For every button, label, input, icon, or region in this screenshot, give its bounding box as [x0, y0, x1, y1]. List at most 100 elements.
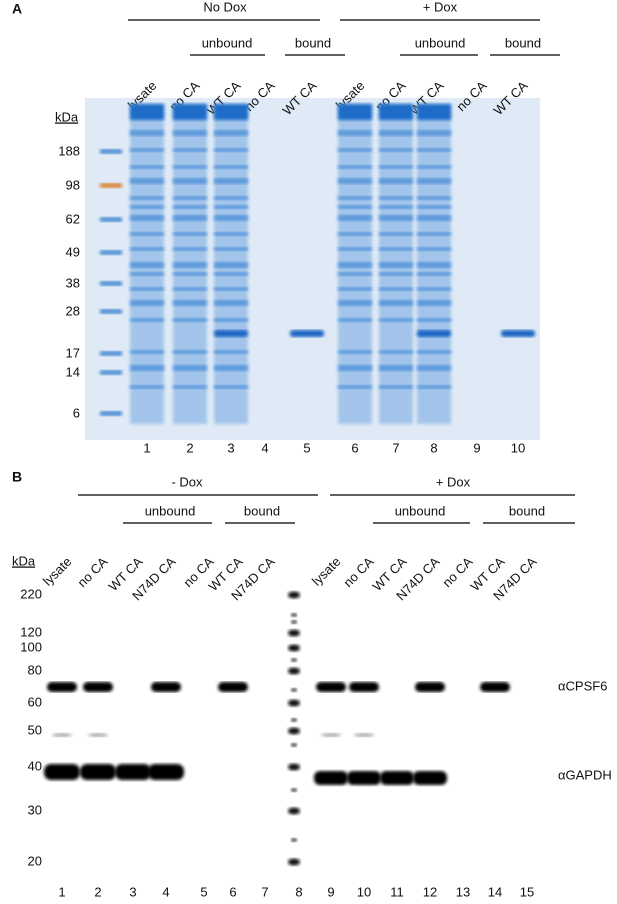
- marker-label: 50: [28, 722, 42, 737]
- lane-band: [417, 272, 451, 276]
- lane-band: [214, 262, 248, 268]
- lane-band: [173, 247, 207, 251]
- lane-band: [214, 247, 248, 251]
- gapdh-band: [380, 771, 414, 785]
- lane-band: [417, 287, 451, 291]
- lane-number: 3: [129, 884, 136, 899]
- lane-band: [417, 318, 451, 322]
- lane-band: [338, 232, 372, 236]
- lane-band: [379, 165, 413, 169]
- lane-band: [173, 205, 207, 209]
- ladder-band: [100, 217, 122, 222]
- lane-band: [417, 232, 451, 236]
- cpsf6-band: [349, 682, 379, 692]
- lane-top: [173, 104, 207, 120]
- lane-band: [379, 148, 413, 152]
- subgroup-label: bound: [505, 35, 541, 50]
- ladder-band: [288, 807, 300, 815]
- marker-label: 80: [28, 662, 42, 677]
- ladder-band: [288, 629, 300, 637]
- lane-number: 9: [327, 884, 334, 899]
- lane-number: 15: [520, 884, 534, 899]
- lane-band: [173, 232, 207, 236]
- lane-number: 9: [473, 440, 480, 455]
- lane-band: [173, 130, 207, 136]
- lane-band: [379, 205, 413, 209]
- panel-label: A: [12, 1, 22, 17]
- gapdh-band: [148, 764, 184, 780]
- lane-band: [214, 318, 248, 322]
- lane-band: [338, 165, 372, 169]
- lane-band: [338, 215, 372, 221]
- ladder-band: [100, 250, 122, 255]
- lane-band: [130, 318, 164, 322]
- ladder-band: [288, 644, 300, 652]
- lane-band: [173, 385, 207, 389]
- group-label: + Dox: [423, 0, 458, 14]
- lane-band: [173, 262, 207, 268]
- cpsf6-band: [47, 682, 77, 692]
- lane-band: [338, 318, 372, 322]
- lane-band: [173, 300, 207, 306]
- marker-label: 28: [66, 303, 80, 318]
- lane-number: 1: [143, 440, 150, 455]
- lane-band: [173, 272, 207, 276]
- lane-band: [173, 196, 207, 200]
- lane-band: [379, 365, 413, 371]
- lane-band: [214, 215, 248, 221]
- lane-band: [417, 196, 451, 200]
- marker-label: 188: [58, 143, 80, 158]
- lane-band: [338, 196, 372, 200]
- faint-band: [52, 733, 72, 737]
- lane-top: [417, 104, 451, 120]
- lane-band: [379, 178, 413, 184]
- ladder-spot: [291, 658, 297, 662]
- lane-number: 11: [390, 884, 404, 899]
- lane-band: [130, 165, 164, 169]
- lane-band: [379, 318, 413, 322]
- kda-label: kDa: [55, 109, 79, 124]
- lane-band: [417, 130, 451, 136]
- gapdh-band: [413, 771, 447, 785]
- subgroup-label: unbound: [395, 503, 446, 518]
- marker-label: 38: [66, 275, 80, 290]
- antibody-label: αGAPDH: [558, 767, 612, 782]
- cpsf6-band: [151, 682, 181, 692]
- marker-label: 14: [66, 364, 80, 379]
- lane-band: [130, 215, 164, 221]
- group-label: + Dox: [436, 474, 471, 489]
- ca-band: [501, 330, 535, 337]
- gapdh-band: [80, 764, 116, 780]
- lane-band: [130, 262, 164, 268]
- lane-band: [338, 300, 372, 306]
- marker-label: 40: [28, 758, 42, 773]
- ladder-band: [100, 309, 122, 314]
- lane-band: [214, 196, 248, 200]
- panel-label: B: [12, 469, 22, 485]
- lane-band: [417, 247, 451, 251]
- ladder-band: [100, 183, 122, 188]
- lane-band: [379, 130, 413, 136]
- lane-band: [173, 178, 207, 184]
- lane-band: [130, 205, 164, 209]
- lane-band: [417, 262, 451, 268]
- ladder-spot: [291, 788, 297, 792]
- ladder-spot: [291, 620, 297, 624]
- lane-band: [173, 318, 207, 322]
- lane-band: [214, 300, 248, 306]
- gapdh-band: [44, 764, 80, 780]
- lane-band: [379, 262, 413, 268]
- lane-number: 5: [200, 884, 207, 899]
- lane-number: 4: [162, 884, 169, 899]
- lane-band: [173, 365, 207, 371]
- ladder-band: [100, 281, 122, 286]
- subgroup-label: unbound: [202, 35, 253, 50]
- lane-band: [338, 130, 372, 136]
- marker-label: 120: [20, 624, 42, 639]
- ladder-spot: [291, 718, 297, 722]
- lane-band: [379, 215, 413, 221]
- ladder-band: [288, 699, 300, 707]
- lane-band: [338, 350, 372, 354]
- lane-band: [338, 247, 372, 251]
- ca-band: [214, 330, 248, 337]
